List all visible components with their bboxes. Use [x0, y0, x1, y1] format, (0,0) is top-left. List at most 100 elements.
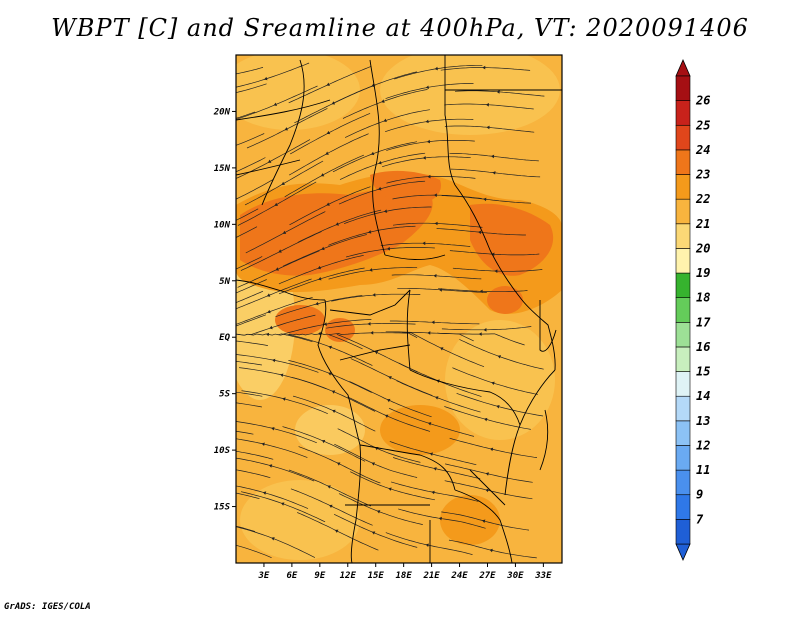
streamline-arrow — [214, 357, 217, 361]
streamline-arrow — [478, 332, 482, 336]
streamline — [290, 113, 371, 155]
streamline — [236, 296, 313, 325]
streamline — [390, 481, 479, 502]
y-tick-label: 10N — [214, 220, 231, 230]
streamline — [236, 485, 309, 509]
streamline-arrow — [485, 102, 489, 107]
streamline — [350, 358, 433, 396]
streamline-arrow — [491, 252, 495, 257]
y-tick-label: 20N — [213, 107, 231, 117]
colorbar-segment — [675, 395, 691, 422]
streamline — [445, 463, 533, 483]
streamline — [346, 247, 435, 258]
colorbar-segment — [675, 100, 691, 126]
streamline-arrow — [383, 209, 388, 213]
x-tick-label: 6E — [286, 571, 297, 581]
streamline-arrow — [327, 485, 331, 489]
streamline-arrow — [326, 82, 330, 86]
streamline — [386, 175, 476, 184]
streamline — [444, 103, 534, 110]
colorbar-low-arrow — [675, 543, 691, 561]
streamline — [392, 222, 483, 228]
streamline — [246, 108, 328, 149]
streamline — [236, 391, 263, 397]
streamline-arrow — [383, 118, 387, 123]
streamline-arrow — [272, 358, 276, 363]
colorbar-label: 21 — [695, 217, 710, 231]
streamline — [394, 64, 483, 80]
streamline-arrow — [386, 398, 391, 403]
streamline-arrow — [370, 151, 375, 156]
streamline — [437, 332, 525, 346]
streamline-arrow — [479, 289, 483, 294]
streamline-arrow — [325, 151, 329, 155]
streamline-arrow — [369, 268, 373, 272]
streamline — [236, 492, 260, 500]
streamline-arrow — [331, 390, 336, 394]
streamline-arrow — [278, 249, 282, 253]
streamline-arrow — [482, 65, 486, 70]
streamline — [236, 354, 319, 373]
streamline — [236, 157, 266, 173]
streamline-arrow — [219, 307, 222, 310]
colorbar-label: 13 — [696, 414, 710, 428]
streamline — [244, 160, 324, 206]
streamline — [278, 254, 364, 285]
streamline — [236, 208, 259, 221]
streamline-arrow — [496, 90, 500, 94]
colorbar-label: 12 — [696, 438, 710, 452]
streamline-arrow — [422, 241, 426, 246]
streamline — [289, 186, 371, 226]
country-borders — [236, 55, 562, 563]
streamline-arrow — [267, 309, 271, 314]
streamline-arrow — [231, 199, 234, 202]
streamline — [284, 154, 365, 198]
streamline — [236, 430, 254, 435]
streamline — [236, 256, 263, 270]
streamline — [297, 512, 379, 551]
streamline-arrow — [372, 293, 376, 297]
streamline — [385, 83, 474, 99]
colorbar-segment — [675, 297, 691, 323]
colorbar-label: 15 — [696, 365, 710, 379]
streamline-arrow — [481, 519, 486, 523]
streamline — [275, 295, 363, 318]
streamline-arrow — [485, 488, 489, 493]
streamline-arrow — [484, 417, 488, 422]
map-frame — [235, 54, 563, 564]
streamline-arrow — [275, 267, 279, 271]
streamline-arrow — [315, 301, 319, 306]
streamline — [454, 90, 545, 97]
streamline-arrow — [266, 293, 271, 297]
streamline — [350, 471, 435, 501]
streamline — [343, 206, 432, 225]
streamline — [382, 156, 471, 168]
colorbar-label: 25 — [695, 118, 710, 132]
streamline — [290, 488, 373, 526]
grads-credit: GrADS: IGES/COLA — [4, 602, 91, 612]
streamline — [392, 194, 482, 200]
streamline-arrow — [271, 426, 275, 431]
streamline-arrow — [321, 439, 326, 444]
streamline-arrow — [273, 102, 278, 106]
colorbar-segment — [675, 420, 691, 446]
streamline-arrow — [434, 221, 438, 226]
streamline — [236, 226, 258, 238]
streamline-arrow — [431, 320, 435, 325]
streamline — [288, 469, 372, 507]
streamline-arrow — [212, 488, 215, 492]
streamline-arrow — [269, 325, 273, 330]
streamline — [342, 89, 428, 119]
streamline — [293, 395, 376, 432]
streamline — [338, 180, 426, 205]
streamline — [236, 333, 313, 343]
streamline — [449, 250, 540, 256]
streamline — [283, 319, 372, 335]
streamline-arrow — [376, 510, 381, 514]
streamline-arrow — [440, 347, 444, 351]
streamline — [459, 339, 544, 370]
streamline — [389, 441, 477, 466]
streamline — [388, 407, 475, 437]
streamline — [236, 469, 271, 479]
streamline-arrow — [317, 331, 322, 336]
